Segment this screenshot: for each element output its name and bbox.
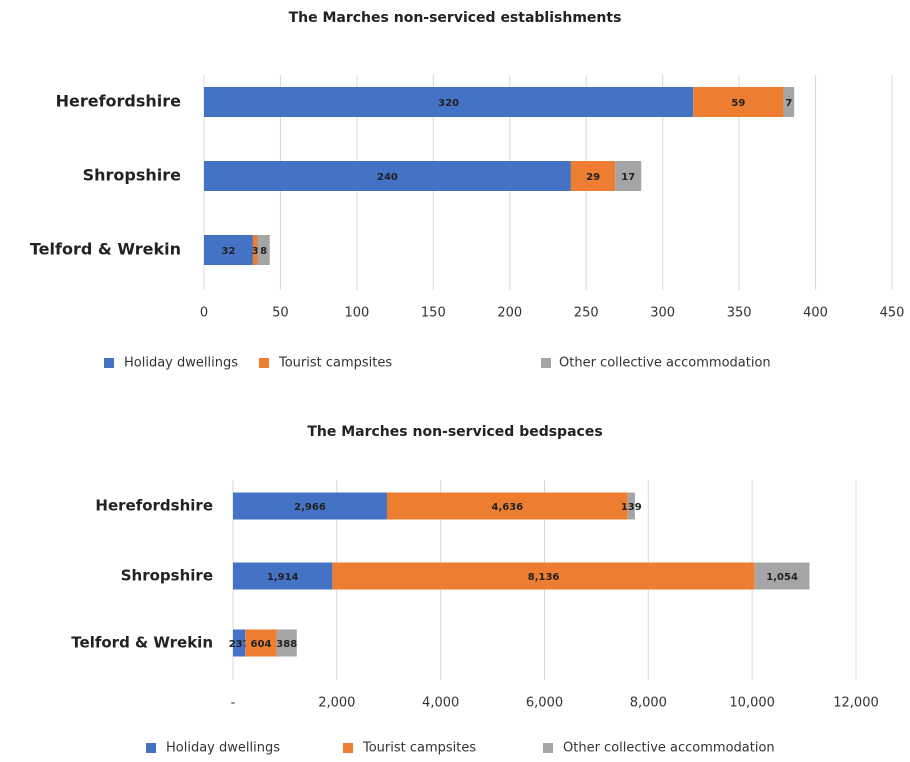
category-label: Shropshire	[121, 567, 213, 585]
legend-swatch	[343, 743, 353, 753]
chart-title: The Marches non-serviced bedspaces	[307, 424, 602, 440]
x-tick-label: 0	[200, 306, 208, 321]
data-label: 388	[276, 639, 297, 650]
bar-segment	[204, 87, 694, 117]
x-tick-label: 8,000	[630, 696, 667, 711]
data-label: 32	[222, 246, 236, 257]
bar-segment	[332, 562, 755, 590]
bar-segment	[276, 629, 297, 657]
legend-swatch	[541, 358, 551, 368]
bar-segment	[252, 235, 258, 265]
data-label: 240	[377, 172, 398, 183]
category-label: Herefordshire	[56, 92, 182, 111]
data-label: 320	[438, 98, 459, 109]
x-tick-label: 150	[421, 306, 446, 321]
bar-segment	[693, 87, 784, 117]
bar-segment	[204, 161, 571, 191]
x-tick-label: 100	[344, 306, 369, 321]
bar-segment	[257, 235, 270, 265]
data-label: 1,054	[766, 572, 798, 583]
category-label: Shropshire	[83, 166, 182, 185]
x-tick-label: 6,000	[526, 696, 563, 711]
bar-segment	[245, 629, 277, 657]
legend-label: Tourist campsites	[278, 356, 392, 371]
data-label: 3	[252, 246, 259, 257]
bar-segment	[783, 87, 795, 117]
legend-label: Holiday dwellings	[124, 356, 238, 371]
legend-label: Holiday dwellings	[166, 741, 280, 756]
bar-segment	[204, 235, 253, 265]
bar-segment	[386, 492, 628, 520]
data-label: 604	[251, 639, 272, 650]
x-tick-label: 250	[574, 306, 599, 321]
legend-swatch	[146, 743, 156, 753]
x-tick-label: 200	[497, 306, 522, 321]
data-label: 4,636	[492, 502, 524, 513]
data-label: 237	[229, 639, 250, 650]
category-label: Telford & Wrekin	[30, 240, 181, 259]
x-tick-label: 300	[650, 306, 675, 321]
x-tick-label: 450	[880, 306, 905, 321]
bar-segment	[627, 492, 635, 520]
data-label: 139	[621, 502, 642, 513]
legend-label: Other collective accommodation	[563, 741, 775, 756]
legend-label: Other collective accommodation	[559, 356, 771, 371]
bar-segment	[233, 629, 246, 657]
category-label: Herefordshire	[95, 497, 213, 515]
x-tick-label: -	[231, 696, 236, 711]
x-tick-label: 4,000	[422, 696, 459, 711]
legend-swatch	[104, 358, 114, 368]
chart-title: The Marches non-serviced establishments	[289, 10, 622, 26]
x-tick-label: 2,000	[318, 696, 355, 711]
x-tick-label: 10,000	[729, 696, 775, 711]
x-tick-label: 50	[272, 306, 289, 321]
x-tick-label: 350	[727, 306, 752, 321]
data-label: 29	[586, 172, 600, 183]
bar-segment	[754, 562, 810, 590]
data-label: 17	[621, 172, 635, 183]
bar-segment	[233, 492, 387, 520]
data-label: 8,136	[528, 572, 560, 583]
data-label: 7	[785, 98, 792, 109]
legend-swatch	[259, 358, 269, 368]
data-label: 59	[731, 98, 745, 109]
data-label: 8	[260, 246, 267, 257]
bar-segment	[570, 161, 616, 191]
data-label: 1,914	[267, 572, 299, 583]
legend-label: Tourist campsites	[362, 741, 476, 756]
x-tick-label: 400	[803, 306, 828, 321]
bar-segment	[615, 161, 642, 191]
bar-segment	[233, 562, 333, 590]
x-tick-label: 12,000	[833, 696, 879, 711]
legend-swatch	[543, 743, 553, 753]
category-label: Telford & Wrekin	[71, 634, 213, 652]
data-label: 2,966	[294, 502, 326, 513]
